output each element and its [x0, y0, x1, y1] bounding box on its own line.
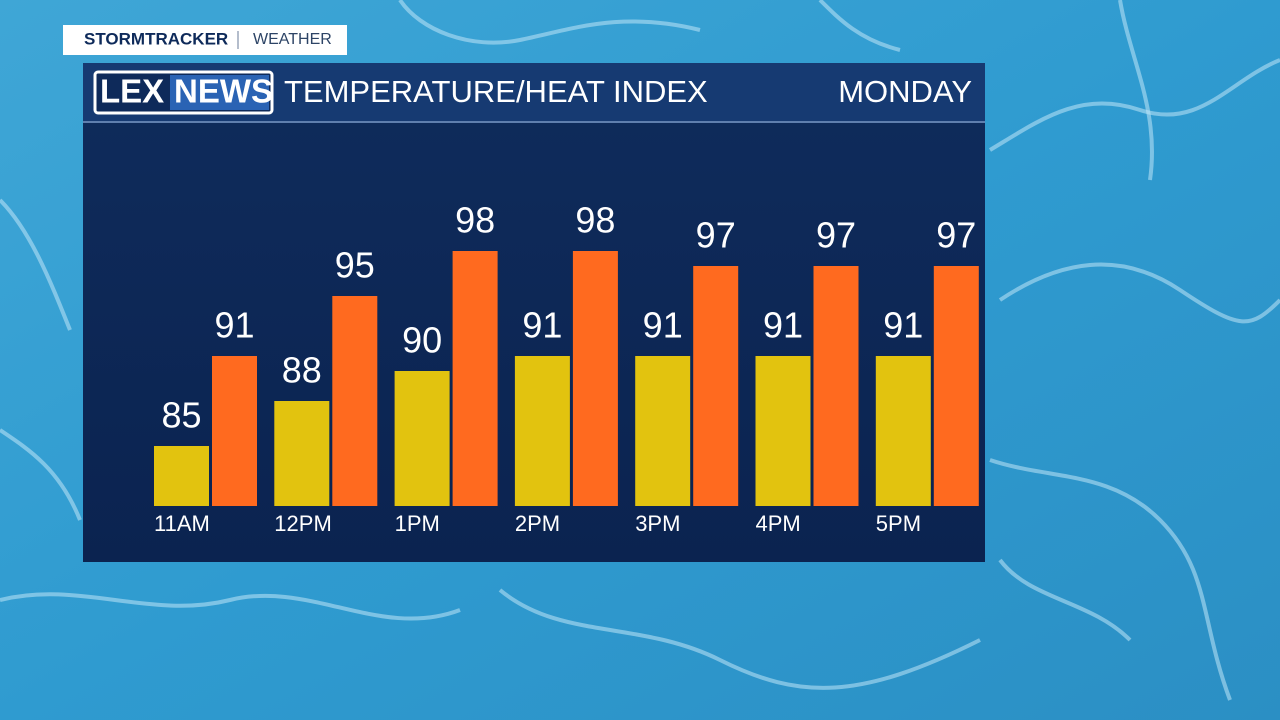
value-label: 98 — [575, 200, 615, 241]
x-tick-label: 3PM — [635, 511, 680, 536]
bar — [514, 356, 570, 506]
bar — [813, 266, 859, 506]
value-label: 91 — [522, 305, 562, 346]
x-tick-label: 11AM — [154, 511, 210, 536]
value-label: 95 — [335, 245, 375, 286]
value-label: 91 — [763, 305, 803, 346]
bar — [755, 356, 811, 506]
value-label: 90 — [402, 320, 442, 361]
bar — [875, 356, 931, 506]
bar — [394, 371, 450, 506]
bar — [933, 266, 979, 506]
bar — [635, 356, 691, 506]
logo-right-box — [170, 75, 269, 110]
logo-left: LEX — [100, 73, 164, 110]
chart-title: TEMPERATURE/HEAT INDEX — [284, 74, 708, 109]
value-label: 97 — [816, 215, 856, 256]
value-label: 91 — [643, 305, 683, 346]
logo-right: NEWS — [174, 73, 273, 110]
x-tick-label: 5PM — [876, 511, 921, 536]
bar — [572, 251, 618, 506]
x-tick-label: 4PM — [756, 511, 801, 536]
chart-subtitle: MONDAY — [838, 74, 972, 109]
bar — [332, 296, 378, 506]
value-label: 97 — [696, 215, 736, 256]
station-name: STORMTRACKER — [84, 29, 228, 48]
x-tick-label: 2PM — [515, 511, 560, 536]
bar — [452, 251, 498, 506]
value-label: 97 — [936, 215, 976, 256]
bar — [693, 266, 739, 506]
value-label: 91 — [883, 305, 923, 346]
x-tick-label: 12PM — [274, 511, 331, 536]
water-caustics — [0, 0, 1280, 701]
section-name: WEATHER — [253, 31, 332, 48]
value-label: 91 — [214, 305, 254, 346]
station-tag — [63, 25, 347, 55]
x-tick-label: 1PM — [395, 511, 440, 536]
value-label: 98 — [455, 200, 495, 241]
bar — [154, 446, 209, 506]
bar — [274, 401, 330, 506]
bar — [212, 356, 257, 506]
value-label: 88 — [282, 350, 322, 391]
value-label: 85 — [161, 395, 201, 436]
